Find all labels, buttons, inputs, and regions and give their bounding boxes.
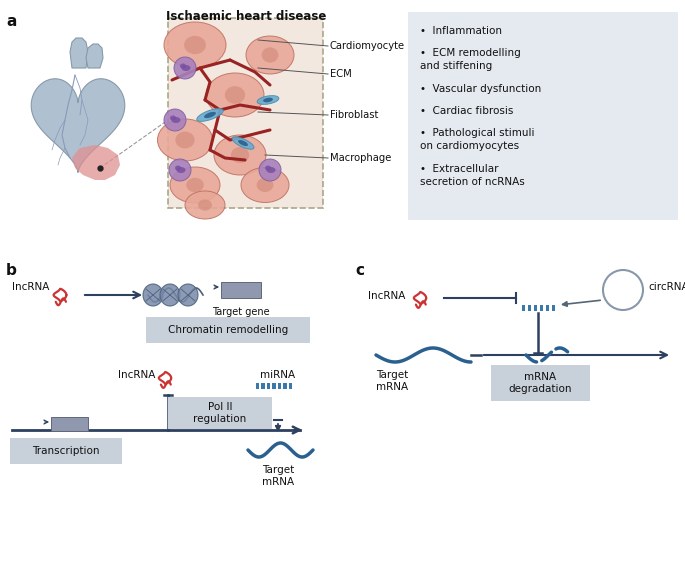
- Ellipse shape: [185, 191, 225, 219]
- Ellipse shape: [232, 137, 254, 149]
- Ellipse shape: [266, 167, 275, 173]
- Ellipse shape: [241, 168, 289, 202]
- Ellipse shape: [214, 135, 266, 175]
- FancyBboxPatch shape: [546, 305, 549, 311]
- Ellipse shape: [257, 96, 279, 104]
- Text: circRNA: circRNA: [648, 282, 685, 292]
- Circle shape: [164, 109, 186, 131]
- Text: •  Pathological stimuli: • Pathological stimuli: [420, 128, 534, 138]
- FancyBboxPatch shape: [278, 383, 282, 389]
- FancyBboxPatch shape: [10, 438, 122, 464]
- Ellipse shape: [197, 108, 223, 121]
- Ellipse shape: [182, 65, 190, 71]
- Text: •  Extracellular: • Extracellular: [420, 164, 499, 174]
- FancyBboxPatch shape: [534, 305, 538, 311]
- FancyBboxPatch shape: [491, 365, 590, 401]
- FancyBboxPatch shape: [273, 383, 276, 389]
- Ellipse shape: [180, 63, 186, 68]
- Polygon shape: [70, 38, 88, 68]
- Ellipse shape: [160, 284, 180, 306]
- Ellipse shape: [158, 119, 212, 161]
- Text: •  Cardiac fibrosis: • Cardiac fibrosis: [420, 106, 513, 116]
- Text: Pol II
regulation: Pol II regulation: [193, 402, 247, 424]
- Circle shape: [603, 270, 643, 310]
- FancyBboxPatch shape: [522, 305, 525, 311]
- FancyBboxPatch shape: [289, 383, 292, 389]
- Ellipse shape: [171, 117, 181, 123]
- Ellipse shape: [246, 36, 294, 74]
- Text: Target gene: Target gene: [212, 307, 270, 317]
- Ellipse shape: [204, 112, 216, 118]
- FancyBboxPatch shape: [146, 317, 310, 343]
- Ellipse shape: [238, 140, 248, 146]
- Text: on cardiomyocytes: on cardiomyocytes: [420, 141, 519, 151]
- Ellipse shape: [178, 284, 198, 306]
- Ellipse shape: [263, 97, 273, 102]
- Circle shape: [259, 159, 281, 181]
- Ellipse shape: [257, 178, 273, 192]
- Circle shape: [174, 57, 196, 79]
- FancyBboxPatch shape: [221, 282, 261, 298]
- Text: ECM: ECM: [330, 69, 352, 79]
- FancyBboxPatch shape: [169, 19, 322, 207]
- Ellipse shape: [170, 167, 220, 203]
- FancyBboxPatch shape: [262, 383, 265, 389]
- Circle shape: [169, 159, 191, 181]
- Text: c: c: [355, 263, 364, 278]
- FancyBboxPatch shape: [168, 18, 323, 208]
- Ellipse shape: [225, 86, 245, 104]
- FancyBboxPatch shape: [528, 305, 532, 311]
- Text: lncRNA: lncRNA: [118, 370, 155, 380]
- Ellipse shape: [198, 200, 212, 211]
- Polygon shape: [86, 44, 103, 68]
- FancyBboxPatch shape: [168, 397, 272, 429]
- Text: Fibroblast: Fibroblast: [330, 110, 378, 120]
- Ellipse shape: [265, 165, 271, 171]
- Polygon shape: [32, 79, 125, 173]
- Text: lncRNA: lncRNA: [368, 291, 406, 301]
- Text: and stiffening: and stiffening: [420, 61, 493, 71]
- FancyBboxPatch shape: [552, 305, 556, 311]
- Text: •  Vascular dysfunction: • Vascular dysfunction: [420, 84, 541, 94]
- Text: •  ECM remodelling: • ECM remodelling: [420, 48, 521, 58]
- Text: miRNA: miRNA: [260, 370, 295, 380]
- Ellipse shape: [175, 165, 181, 171]
- FancyBboxPatch shape: [408, 12, 678, 220]
- Ellipse shape: [184, 36, 206, 54]
- Ellipse shape: [164, 22, 226, 68]
- Polygon shape: [72, 145, 120, 180]
- Text: Target
mRNA: Target mRNA: [262, 465, 294, 487]
- Text: Transcription: Transcription: [32, 446, 100, 456]
- Ellipse shape: [177, 167, 186, 173]
- Text: Target
mRNA: Target mRNA: [376, 370, 408, 393]
- Ellipse shape: [231, 147, 249, 163]
- FancyBboxPatch shape: [267, 383, 271, 389]
- Text: Cardiomyocyte: Cardiomyocyte: [330, 41, 405, 51]
- Ellipse shape: [170, 115, 176, 121]
- Ellipse shape: [262, 48, 278, 63]
- FancyBboxPatch shape: [256, 383, 260, 389]
- Text: Macrophage: Macrophage: [330, 153, 391, 163]
- Text: secretion of ncRNAs: secretion of ncRNAs: [420, 177, 525, 187]
- Text: •  Inflammation: • Inflammation: [420, 26, 502, 36]
- Text: lncRNA: lncRNA: [12, 282, 49, 292]
- Text: a: a: [6, 14, 16, 29]
- Text: Ischaemic heart disease: Ischaemic heart disease: [166, 10, 326, 23]
- FancyBboxPatch shape: [51, 417, 88, 431]
- Ellipse shape: [186, 178, 203, 192]
- Ellipse shape: [206, 73, 264, 117]
- Text: Chromatin remodelling: Chromatin remodelling: [168, 325, 288, 335]
- FancyBboxPatch shape: [284, 383, 287, 389]
- Ellipse shape: [143, 284, 163, 306]
- Text: b: b: [6, 263, 17, 278]
- Text: mRNA
degradation: mRNA degradation: [508, 372, 572, 394]
- FancyBboxPatch shape: [540, 305, 543, 311]
- Ellipse shape: [175, 132, 195, 148]
